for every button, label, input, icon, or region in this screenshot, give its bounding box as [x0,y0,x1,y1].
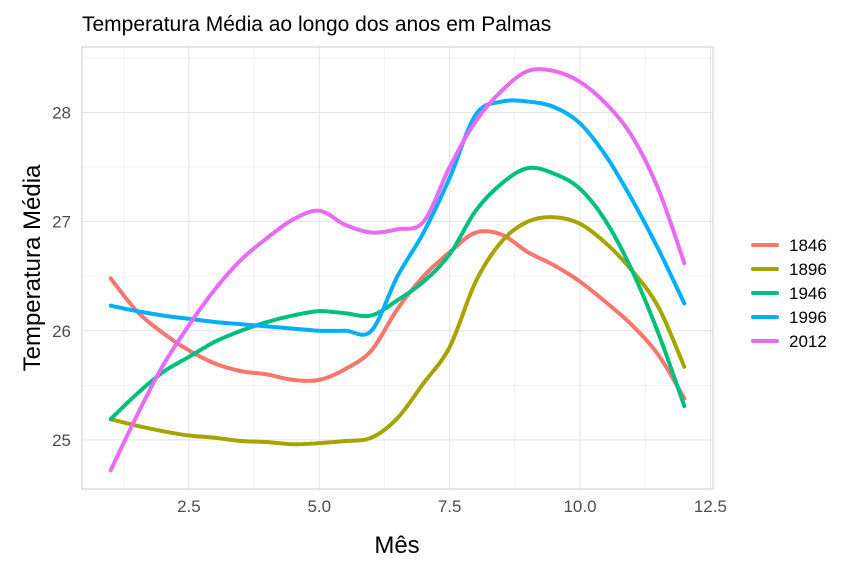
y-tick-label: 26 [52,322,71,341]
legend: 1846 1896 1946 1996 2012 [751,236,827,351]
legend-label-1846: 1846 [789,236,827,255]
y-tick-label: 25 [52,431,71,450]
chart-title: Temperatura Média ao longo dos anos em P… [82,13,551,36]
series-line-1896 [108,215,687,447]
series-line-1846 [108,229,687,401]
x-tick-label: 7.5 [438,497,462,516]
x-tick-label: 10.0 [563,497,596,516]
x-tick-label: 5.0 [307,497,331,516]
legend-label-2012: 2012 [789,332,827,351]
x-tick-label: 2.5 [177,497,201,516]
legend-label-1996: 1996 [789,308,827,327]
plot-panel-border [81,46,714,490]
grid-major [82,47,713,489]
series-line-1946 [108,165,687,422]
x-tick-labels: 2.5 5.0 7.5 10.0 12.5 [177,497,727,516]
x-tick-label: 12.5 [694,497,727,516]
legend-label-1896: 1896 [789,260,827,279]
y-tick-label: 28 [52,103,71,122]
y-axis-title: Temperatura Média [19,164,46,371]
series-line-2012 [108,67,687,473]
series-line-1996 [108,98,687,337]
grid-minor [82,47,713,489]
y-tick-labels: 25 26 27 28 [52,103,71,449]
x-axis-title: Mês [374,532,419,559]
series-lines [108,67,687,473]
y-tick-label: 27 [52,213,71,232]
legend-label-1946: 1946 [789,284,827,303]
